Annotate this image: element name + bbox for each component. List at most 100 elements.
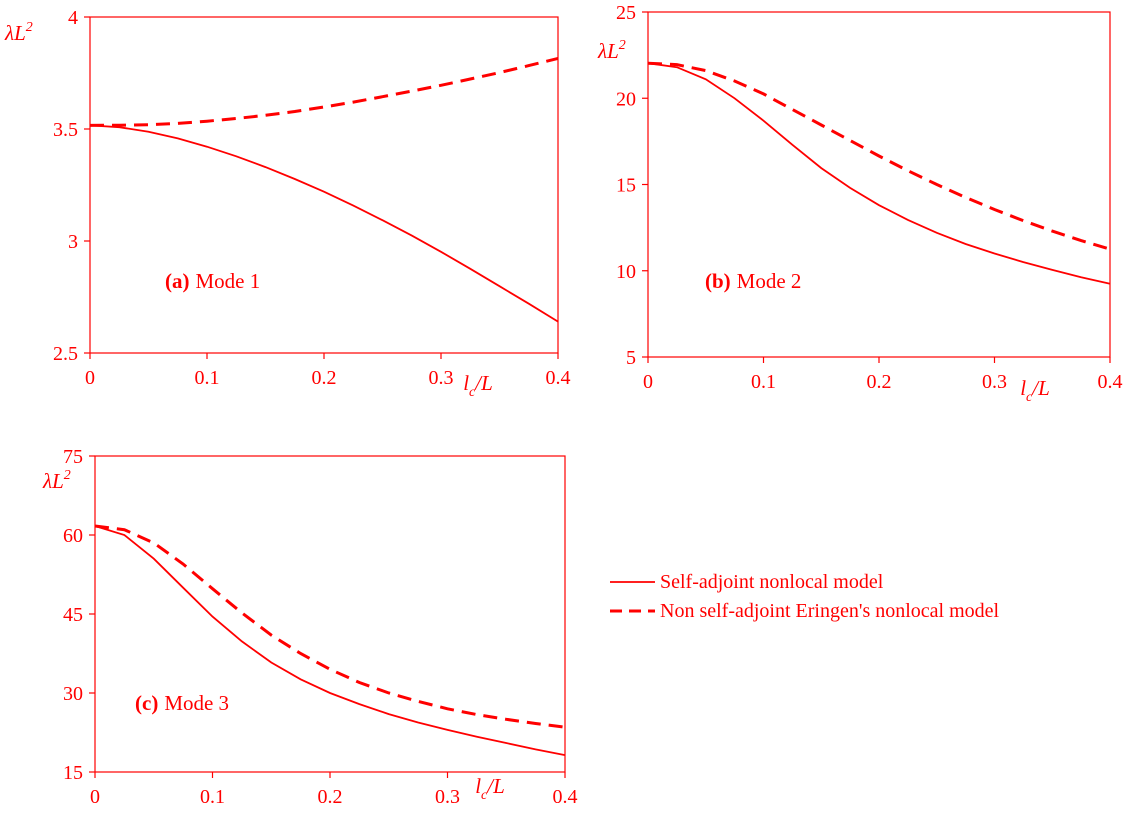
data-point <box>294 111 296 113</box>
y-axis-label-sup: 2 <box>26 20 33 35</box>
data-point <box>323 191 325 193</box>
data-point <box>382 96 384 98</box>
data-point <box>557 321 559 323</box>
data-point <box>148 124 150 126</box>
y-axis-label-main: λL <box>597 39 619 63</box>
y-axis-label: λL2 <box>597 38 626 63</box>
data-point <box>212 616 214 618</box>
data-point <box>936 232 938 234</box>
data-point <box>1023 261 1025 263</box>
data-point <box>153 542 155 544</box>
legend: Self-adjoint nonlocal model Non self-adjo… <box>610 571 1000 622</box>
data-point <box>411 235 413 237</box>
x-axis-label-tail: /L <box>474 371 493 395</box>
data-point <box>294 178 296 180</box>
data-point <box>124 529 126 531</box>
data-point <box>323 106 325 108</box>
x-tick-label: 0 <box>85 367 95 389</box>
data-point <box>734 97 736 99</box>
panel-title: (c) Mode 3 <box>135 691 229 715</box>
plot-frame <box>89 16 559 354</box>
data-point <box>206 146 208 148</box>
data-point <box>241 641 243 643</box>
data-point <box>505 719 507 721</box>
data-point <box>89 125 91 127</box>
x-tick-label: 0.3 <box>982 371 1007 393</box>
data-point <box>235 156 237 158</box>
x-tick-label: 0 <box>643 371 653 393</box>
data-point <box>265 166 267 168</box>
y-tick-label: 3 <box>68 231 78 253</box>
data-point <box>182 587 184 589</box>
data-point <box>476 714 478 716</box>
data-point <box>177 123 179 125</box>
data-point <box>388 692 390 694</box>
y-axis-label: λL2 <box>4 20 33 45</box>
y-tick-label: 2.5 <box>53 343 78 365</box>
data-point <box>564 754 566 756</box>
data-point <box>792 109 794 111</box>
data-point <box>359 682 361 684</box>
data-point <box>1109 248 1111 250</box>
y-tick-label: 30 <box>63 683 83 705</box>
data-point <box>528 65 530 67</box>
y-tick-label: 15 <box>63 762 83 784</box>
data-point <box>965 243 967 245</box>
data-point <box>352 205 354 207</box>
x-tick-label: 0.4 <box>546 367 571 389</box>
data-point <box>359 703 361 705</box>
data-point <box>878 155 880 157</box>
data-point <box>124 534 126 536</box>
plot-frame <box>647 11 1111 358</box>
data-point <box>469 78 471 80</box>
data-point <box>557 58 559 60</box>
x-axis-label-main: l <box>1020 376 1026 400</box>
y-tick-label: 4 <box>68 7 78 29</box>
x-axis-label: lc/L <box>475 774 505 803</box>
x-axis-label-tail: /L <box>486 774 505 798</box>
data-point <box>447 708 449 710</box>
data-point <box>241 612 243 614</box>
data-point <box>206 120 208 122</box>
x-tick-label: 0.2 <box>867 371 892 393</box>
series-line-solid <box>94 525 566 756</box>
data-point <box>417 701 419 703</box>
x-tick-label: 0.1 <box>200 786 225 808</box>
y-tick-label: 60 <box>63 525 83 547</box>
y-tick-label: 5 <box>626 347 636 369</box>
x-tick-label: 0.2 <box>312 367 337 389</box>
x-tick-label: 0.4 <box>553 786 578 808</box>
y-tick-label: 25 <box>616 2 636 24</box>
y-axis-label-sup: 2 <box>619 38 626 53</box>
series-line-dashed <box>89 56 559 127</box>
data-point <box>300 653 302 655</box>
y-tick-label: 15 <box>616 175 636 197</box>
data-point <box>417 722 419 724</box>
data-point <box>94 525 96 527</box>
x-tick-label: 0.3 <box>435 786 460 808</box>
data-point <box>878 204 880 206</box>
data-point <box>212 588 214 590</box>
x-axis-label-tail: /L <box>1031 376 1050 400</box>
data-point <box>1051 269 1053 271</box>
data-point <box>182 563 184 565</box>
data-point <box>965 197 967 199</box>
data-point <box>705 78 707 80</box>
data-point <box>994 253 996 255</box>
x-axis-label: lc/L <box>1020 376 1050 405</box>
panel-title: (a) Mode 1 <box>165 269 260 293</box>
panel-mode-name: Mode 1 <box>196 269 261 293</box>
data-point <box>265 115 267 117</box>
data-point <box>676 66 678 68</box>
data-point <box>907 170 909 172</box>
data-point <box>936 184 938 186</box>
data-point <box>388 713 390 715</box>
data-point <box>1109 283 1111 285</box>
data-point <box>564 726 566 728</box>
x-axis-label-sub: c <box>469 385 476 400</box>
data-point <box>177 138 179 140</box>
y-axis-label: λL2 <box>42 468 71 493</box>
data-point <box>382 219 384 221</box>
